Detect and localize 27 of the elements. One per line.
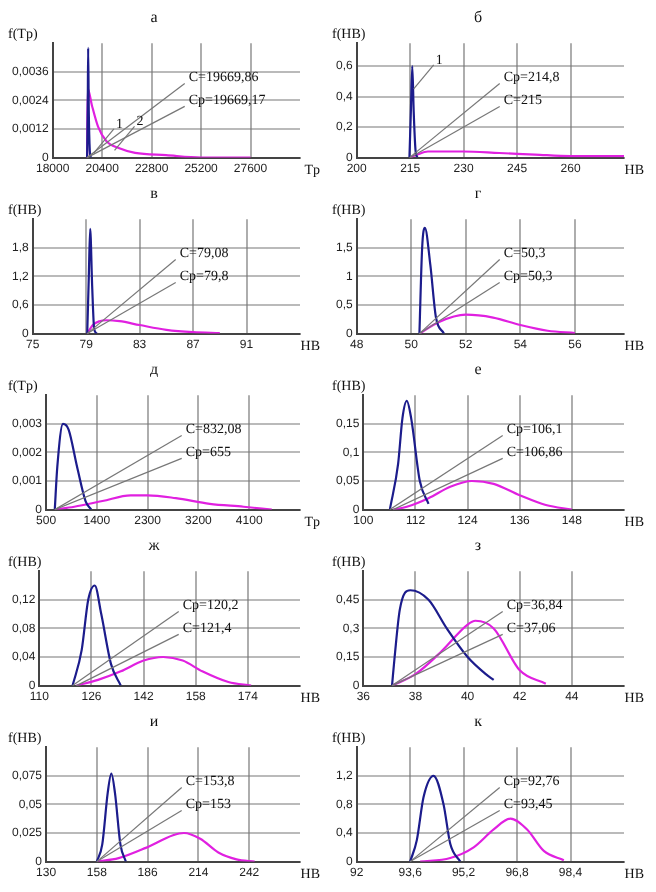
line-series bbox=[419, 817, 565, 862]
line-series bbox=[53, 422, 93, 510]
line-series bbox=[86, 227, 98, 334]
chart-title: к bbox=[474, 711, 483, 730]
chart-title: а bbox=[150, 7, 159, 26]
line-series bbox=[86, 46, 92, 158]
line-series bbox=[71, 584, 122, 686]
chart-title: б bbox=[473, 7, 483, 26]
line-series bbox=[418, 226, 446, 334]
chart-title: е bbox=[474, 359, 483, 378]
line-series bbox=[408, 64, 419, 158]
chart-title: г bbox=[474, 183, 483, 202]
line-series bbox=[86, 319, 221, 334]
line-series bbox=[418, 313, 576, 334]
line-series bbox=[409, 774, 462, 862]
chart-title: з bbox=[474, 535, 482, 554]
line-series bbox=[75, 655, 253, 686]
chart-title: ж bbox=[146, 535, 161, 554]
line-series bbox=[95, 831, 256, 862]
chart-title: д bbox=[149, 359, 159, 378]
line-series bbox=[388, 399, 430, 510]
line-series bbox=[390, 589, 495, 686]
line-series bbox=[392, 479, 573, 510]
line-series bbox=[53, 494, 273, 510]
chart-title: и bbox=[149, 711, 160, 730]
line-series bbox=[95, 772, 127, 862]
chart-title: в bbox=[150, 183, 159, 202]
